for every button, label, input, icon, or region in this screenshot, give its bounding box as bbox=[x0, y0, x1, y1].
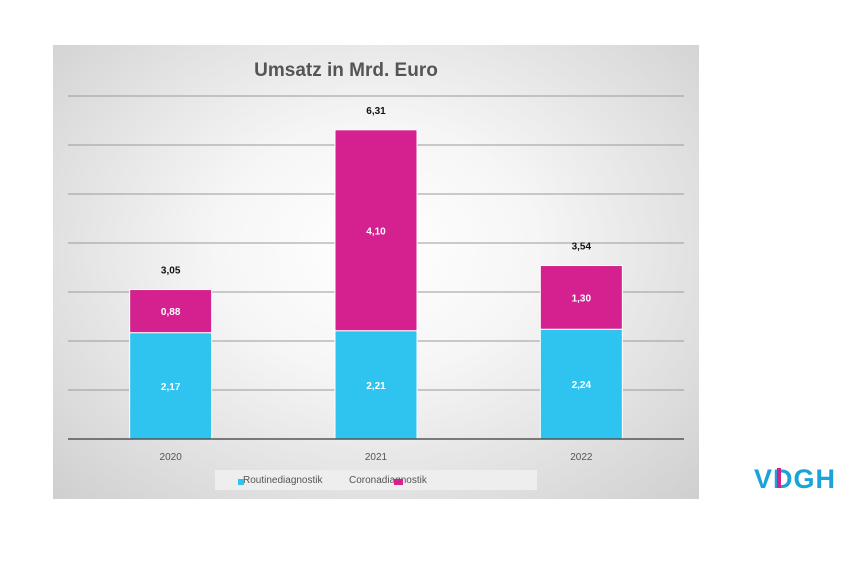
x-axis: 2020 2021 2022 bbox=[68, 438, 684, 463]
data-label-coronadiagnostik-2020: 0,88 bbox=[161, 307, 181, 318]
total-label-2022: 3,54 bbox=[572, 242, 592, 253]
legend-swatch-routinediagnostik bbox=[238, 479, 244, 485]
vdgh-logo: VDGH bbox=[754, 463, 844, 494]
logo-accent bbox=[777, 468, 781, 488]
legend-label-routinediagnostik: Routinediagnostik bbox=[243, 475, 323, 486]
data-label-routinediagnostik-2022: 2,24 bbox=[572, 380, 592, 391]
legend-box bbox=[215, 470, 537, 490]
x-tick-label-2021: 2021 bbox=[365, 452, 388, 463]
chart-title: Umsatz in Mrd. Euro bbox=[254, 60, 438, 81]
x-tick-label-2020: 2020 bbox=[160, 452, 183, 463]
data-label-coronadiagnostik-2022: 1,30 bbox=[572, 293, 592, 304]
stacked-bar-chart: Umsatz in Mrd. Euro 2,17 0,88 3,05 2,21 4,10… bbox=[68, 60, 684, 490]
legend-swatch-coronadiagnostik bbox=[394, 479, 403, 485]
data-label-routinediagnostik-2021: 2,21 bbox=[366, 381, 386, 392]
bar-routinediagnostik-2021 bbox=[334, 330, 418, 440]
bar-coronadiagnostik-2021 bbox=[334, 129, 418, 332]
svg-text:VDGH: VDGH bbox=[754, 464, 836, 493]
vdgh-logo-mark: VDGH bbox=[754, 464, 836, 494]
x-tick-label-2022: 2022 bbox=[570, 452, 593, 463]
total-label-2021: 6,31 bbox=[366, 106, 386, 117]
total-label-2020: 3,05 bbox=[161, 266, 181, 277]
legend: Routinediagnostik Coronadiagnostik bbox=[215, 470, 537, 490]
bar-routinediagnostik-2022 bbox=[539, 328, 623, 440]
bars bbox=[129, 129, 623, 440]
data-label-routinediagnostik-2020: 2,17 bbox=[161, 382, 181, 393]
chart-panel: Umsatz in Mrd. Euro 2,17 0,88 3,05 2,21 4,10… bbox=[53, 45, 699, 499]
data-label-coronadiagnostik-2021: 4,10 bbox=[366, 226, 386, 237]
data-labels: 2,17 0,88 3,05 2,21 4,10 6,31 2,24 1,30 3,54 bbox=[161, 106, 592, 393]
bar-coronadiagnostik-2022 bbox=[539, 265, 623, 330]
legend-label-coronadiagnostik: Coronadiagnostik bbox=[349, 475, 428, 486]
bar-coronadiagnostik-2020 bbox=[129, 289, 213, 334]
